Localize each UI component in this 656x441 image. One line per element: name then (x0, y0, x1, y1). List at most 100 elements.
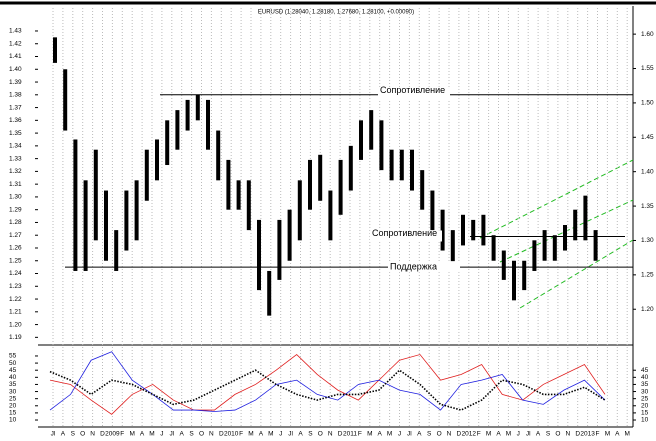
x-tick-label: M (506, 431, 511, 438)
price-bar (277, 219, 282, 280)
y-tick-label: 1.26 (9, 245, 22, 252)
price-bar (246, 180, 251, 231)
x-tick-label: F (477, 431, 481, 438)
price-bar (216, 130, 221, 181)
y2-tick-label: 1.60 (641, 31, 654, 38)
x-tick-label: Jl (288, 431, 293, 438)
x-tick-label: A (259, 431, 264, 438)
channel-line (519, 239, 634, 309)
price-bar (481, 214, 486, 246)
y-tick-label: 1.42 (9, 40, 22, 47)
price-bar (532, 240, 537, 271)
y-tick-label: 35 (9, 381, 17, 388)
x-tick-label: F (120, 431, 124, 438)
price-bar (155, 139, 159, 181)
y-tick-label: 1.25 (9, 257, 22, 264)
price-bar (461, 214, 465, 246)
y-tick-label: 1.23 (9, 283, 22, 290)
y2-tick-label: 1.45 (641, 134, 654, 141)
label-background (388, 261, 460, 273)
price-bar (83, 180, 88, 271)
price-bar (308, 159, 312, 210)
x-tick-label: M (149, 431, 154, 438)
x-tick-label: A (140, 431, 145, 438)
x-tick-label: A (496, 431, 501, 438)
x-tick-label: A (536, 431, 541, 438)
y-tick-label: 1.29 (9, 206, 22, 213)
y-tick-label: 1.40 (9, 66, 22, 73)
y2-tick-label: 1.30 (641, 237, 654, 244)
price-bar (195, 94, 200, 121)
price-bar (185, 99, 190, 131)
y-tick-label: 25 (9, 395, 17, 402)
price-bar (348, 145, 353, 191)
price-bar (226, 159, 231, 210)
price-bar (206, 99, 210, 150)
x-tick-label: N (209, 431, 214, 438)
y-tick-label: 1.38 (9, 92, 22, 99)
price-bar (297, 180, 302, 241)
x-tick-label: F (239, 431, 243, 438)
y-tick-label: 50 (9, 360, 17, 367)
y2-tick-label: 1.20 (641, 306, 654, 313)
x-tick-label: S (427, 431, 432, 438)
x-tick-label: N (328, 431, 333, 438)
y-tick-label: 30 (9, 388, 17, 395)
price-bar (338, 159, 343, 215)
x-tick-label: Jl (169, 431, 174, 438)
y-tick-label: 1.21 (9, 309, 22, 316)
indicator-line (49, 354, 606, 415)
x-tick-label: N (447, 431, 452, 438)
x-tick-label: S (71, 431, 76, 438)
y2-tick-label: 45 (641, 367, 649, 374)
annotation: Сопротивление (372, 228, 437, 238)
y-tick-label: 1.36 (9, 117, 22, 124)
price-bar (369, 110, 374, 150)
x-tick-label: S (189, 431, 194, 438)
price-bar (53, 37, 57, 63)
x-tick-label: A (180, 431, 185, 438)
x-tick-label: S (308, 431, 313, 438)
y2-tick-label: 10 (641, 417, 649, 424)
x-tick-label: M (129, 431, 134, 438)
price-bar (124, 190, 129, 251)
y2-tick-label: 40 (641, 374, 649, 381)
y-tick-label: 1.33 (9, 155, 22, 162)
x-tick-label: O (437, 431, 442, 438)
price-bar (389, 149, 394, 181)
x-tick-label: N (565, 431, 570, 438)
price-bar (471, 219, 476, 241)
x-tick-label: O (555, 431, 560, 438)
y-tick-label: 1.30 (9, 194, 22, 201)
price-bar (563, 225, 567, 251)
price-bar (501, 250, 506, 280)
price-bar (144, 149, 149, 201)
x-tick-label: Jl (51, 431, 56, 438)
x-tick-label: N (90, 431, 95, 438)
price-bar (318, 154, 323, 201)
y-tick-label: 1.27 (9, 232, 22, 239)
y2-tick-label: 1.50 (641, 100, 654, 107)
price-bar (175, 110, 180, 150)
price-bar (542, 230, 547, 261)
channel-line (479, 159, 634, 239)
y-tick-label: 1.32 (9, 168, 22, 175)
x-tick-label: M (268, 431, 273, 438)
price-bar (328, 190, 333, 241)
x-tick-label: 2011 (343, 431, 357, 438)
y-tick-label: 1.20 (9, 321, 22, 328)
price-bar (512, 260, 516, 301)
label-background (370, 230, 442, 242)
x-tick-label: O (318, 431, 323, 438)
annotation: Сопротивление (380, 85, 445, 95)
x-tick-label: M (367, 431, 372, 438)
x-tick-label: D (100, 431, 105, 438)
y-tick-label: 1.37 (9, 104, 22, 111)
price-bar (267, 270, 272, 316)
y-tick-label: 10 (9, 417, 17, 424)
price-bar (379, 120, 384, 171)
price-bar (573, 209, 578, 241)
price-bar (287, 209, 292, 261)
